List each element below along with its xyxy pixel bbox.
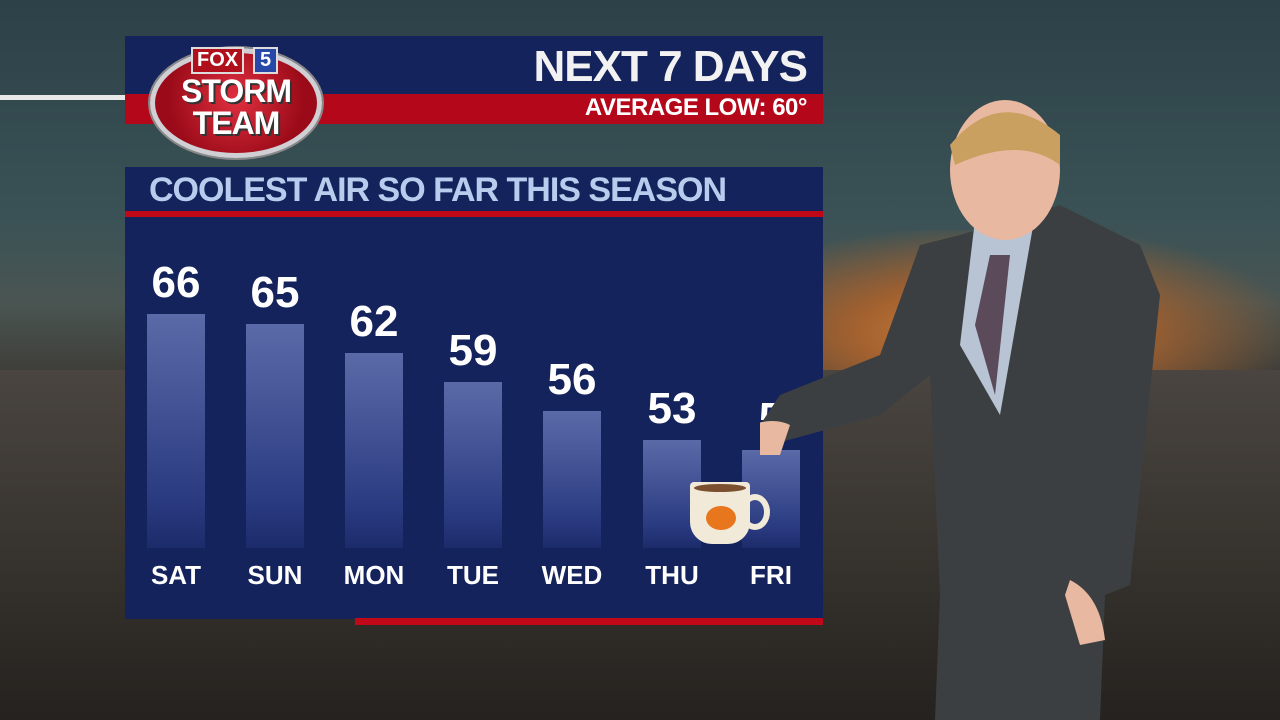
headline: COOLEST AIR SO FAR THIS SEASON <box>149 171 727 209</box>
footer-red-strip <box>355 618 823 625</box>
value-label: 62 <box>349 296 399 346</box>
day-label: TUE <box>447 560 499 590</box>
value-label: 56 <box>547 355 597 404</box>
value-label: 66 <box>151 258 201 307</box>
day-label: MON <box>343 560 405 590</box>
bar-tue <box>444 381 502 548</box>
headline-bar: COOLEST AIR SO FAR THIS SEASON <box>125 167 823 217</box>
pumpkin-mug-icon <box>690 482 770 544</box>
day-label: SAT <box>150 560 202 590</box>
average-low: AVERAGE LOW: 60° <box>584 94 808 121</box>
day-label: WED <box>541 560 603 590</box>
meteorologist <box>760 100 1160 720</box>
coffee <box>694 484 746 492</box>
page-title: NEXT 7 DAYS <box>533 42 808 91</box>
value-label: 59 <box>448 325 498 375</box>
logo-team: TEAM <box>192 105 281 141</box>
bar-wed <box>543 411 601 548</box>
value-label: 53 <box>647 384 697 434</box>
bar-sun <box>246 323 304 548</box>
day-label: FRI <box>750 560 792 590</box>
pumpkin <box>706 506 736 530</box>
divider-line <box>0 95 160 100</box>
day-label: SUN <box>247 560 303 590</box>
logo-five: 5 <box>253 47 279 74</box>
bar-sat <box>147 314 205 548</box>
value-label: 65 <box>250 267 300 317</box>
day-label: THU <box>645 560 699 590</box>
fox5-storm-team-logo: FOX 5 STORM TEAM <box>150 47 322 158</box>
bar-mon <box>345 352 403 548</box>
logo-fox: FOX <box>191 47 245 74</box>
logo-storm: STORM <box>181 73 292 109</box>
